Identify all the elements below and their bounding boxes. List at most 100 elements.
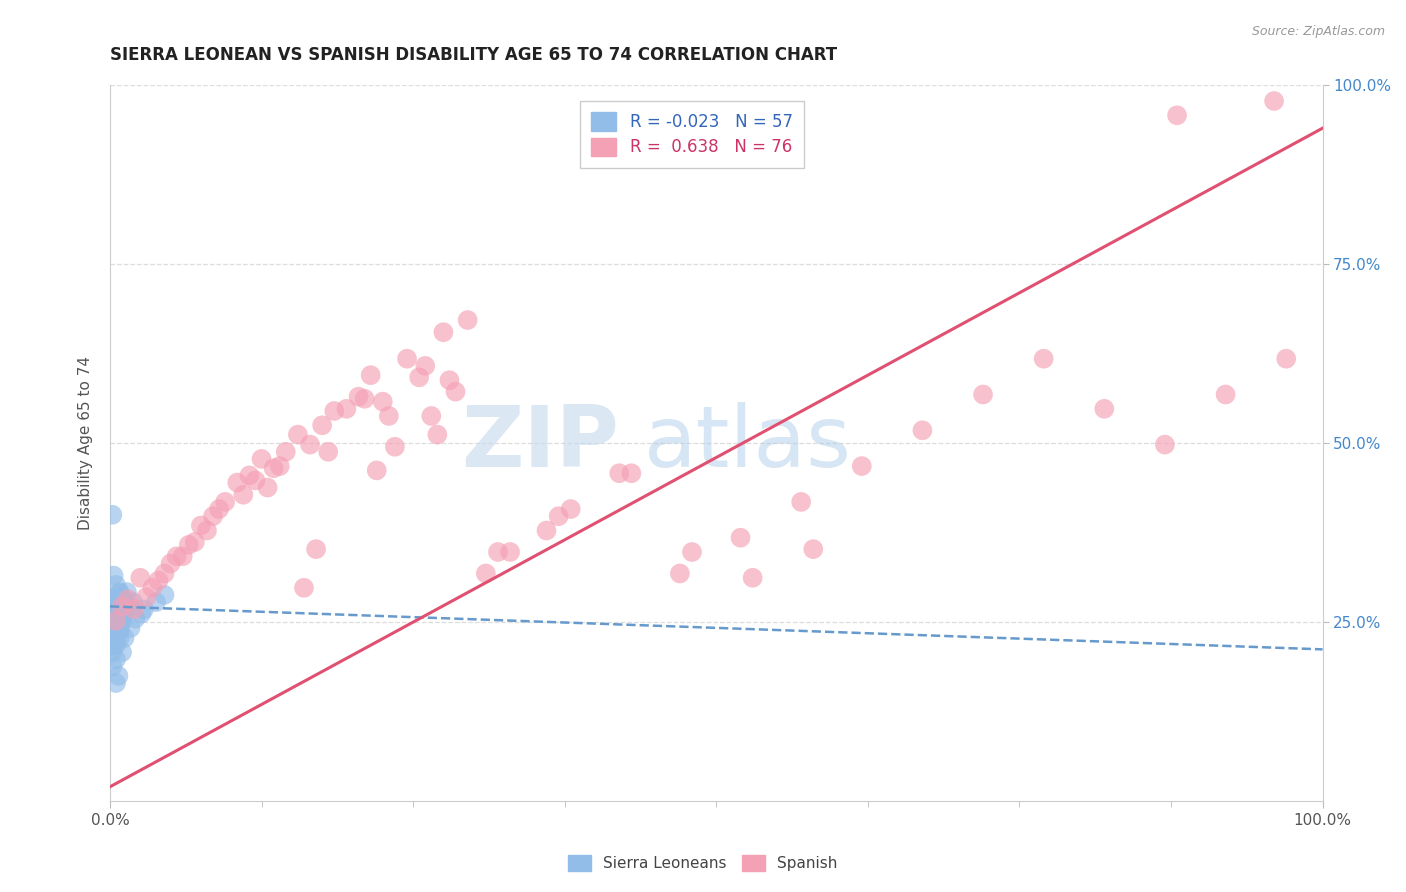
Point: [499, 545, 522, 559]
Point: [378, 409, 401, 423]
Point: [112, 592, 135, 607]
Point: [439, 373, 461, 387]
Point: [547, 509, 569, 524]
Point: [110, 599, 132, 614]
Point: [112, 607, 135, 621]
Point: [105, 616, 128, 631]
Point: [118, 599, 141, 614]
Point: [177, 538, 200, 552]
Point: [790, 495, 813, 509]
Point: [148, 574, 170, 588]
Point: [1275, 351, 1298, 366]
Point: [110, 616, 132, 631]
Point: [972, 387, 994, 401]
Point: [105, 621, 128, 635]
Point: [135, 590, 157, 604]
Point: [101, 659, 124, 673]
Point: [117, 592, 139, 607]
Point: [1166, 108, 1188, 122]
Point: [105, 600, 128, 615]
Point: [536, 524, 558, 538]
Point: [101, 638, 124, 652]
Point: [730, 531, 752, 545]
Point: [1092, 401, 1115, 416]
Point: [101, 645, 124, 659]
Point: [366, 463, 388, 477]
Point: [107, 599, 129, 614]
Point: [232, 488, 254, 502]
Point: [105, 621, 128, 635]
Point: [195, 524, 218, 538]
Text: Source: ZipAtlas.com: Source: ZipAtlas.com: [1251, 25, 1385, 38]
Point: [105, 638, 128, 652]
Point: [108, 585, 131, 599]
Point: [153, 566, 176, 581]
Point: [432, 325, 454, 339]
Point: [208, 502, 231, 516]
Point: [620, 467, 643, 481]
Point: [108, 631, 131, 645]
Point: [115, 602, 138, 616]
Point: [457, 313, 479, 327]
Point: [1263, 94, 1285, 108]
Point: [681, 545, 703, 559]
Point: [103, 611, 125, 625]
Point: [104, 624, 127, 638]
Point: [124, 611, 146, 625]
Point: [105, 631, 128, 645]
Point: [305, 542, 328, 557]
Point: [108, 621, 131, 635]
Point: [172, 549, 194, 564]
Point: [103, 638, 125, 652]
Point: [110, 614, 132, 628]
Point: [669, 566, 692, 581]
Point: [111, 599, 134, 614]
Point: [475, 566, 498, 581]
Point: [107, 669, 129, 683]
Point: [105, 592, 128, 607]
Point: [1032, 351, 1054, 366]
Point: [299, 437, 322, 451]
Point: [105, 652, 128, 666]
Point: [101, 508, 124, 522]
Point: [911, 423, 934, 437]
Point: [101, 609, 124, 624]
Point: [250, 451, 273, 466]
Point: [105, 614, 128, 628]
Point: [360, 368, 382, 383]
Point: [801, 542, 824, 557]
Point: [131, 607, 153, 621]
Point: [107, 616, 129, 631]
Point: [120, 621, 142, 635]
Point: [851, 459, 873, 474]
Point: [274, 444, 297, 458]
Point: [101, 638, 124, 652]
Y-axis label: Disability Age 65 to 74: Disability Age 65 to 74: [79, 356, 93, 530]
Point: [347, 390, 370, 404]
Point: [1154, 437, 1177, 451]
Point: [420, 409, 443, 423]
Point: [115, 585, 138, 599]
Point: [108, 597, 131, 611]
Point: [105, 628, 128, 642]
Point: [238, 468, 260, 483]
Point: [1215, 387, 1237, 401]
Point: [153, 588, 176, 602]
Point: [292, 581, 315, 595]
Point: [105, 602, 128, 616]
Point: [245, 474, 267, 488]
Point: [122, 602, 145, 616]
Point: [105, 592, 128, 607]
Point: [287, 427, 309, 442]
Text: SIERRA LEONEAN VS SPANISH DISABILITY AGE 65 TO 74 CORRELATION CHART: SIERRA LEONEAN VS SPANISH DISABILITY AGE…: [110, 46, 837, 64]
Point: [159, 557, 181, 571]
Point: [408, 370, 430, 384]
Point: [202, 509, 225, 524]
Point: [101, 633, 124, 648]
Point: [108, 586, 131, 600]
Point: [269, 459, 291, 474]
Text: ZIP: ZIP: [461, 401, 619, 484]
Point: [114, 631, 136, 645]
Text: atlas: atlas: [644, 401, 852, 484]
Point: [226, 475, 249, 490]
